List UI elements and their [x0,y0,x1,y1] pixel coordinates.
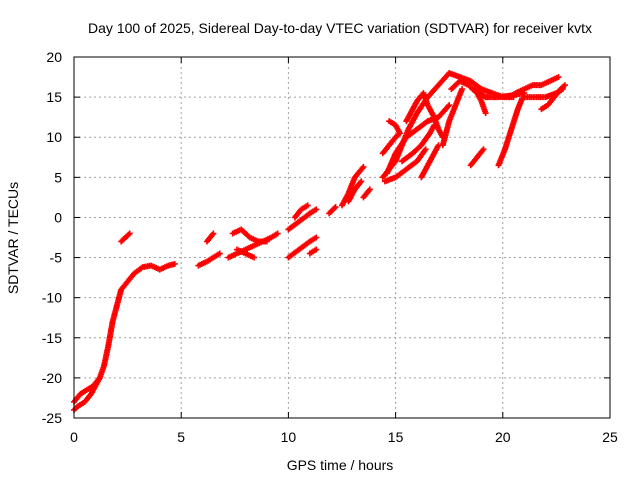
y-tick-label: -5 [50,250,63,266]
data-point [366,186,373,193]
y-tick-label: -20 [42,370,62,386]
x-tick-label: 20 [495,429,511,445]
data-point [171,260,178,267]
data-series [195,250,223,269]
chart-title: Day 100 of 2025, Sidereal Day-to-day VTE… [88,20,592,36]
x-tick-label: 25 [602,429,618,445]
x-tick-label: 10 [281,429,297,445]
data-series [384,102,453,177]
data-point [360,163,367,170]
data-series [439,86,466,149]
data-point [561,82,568,89]
data-series [467,146,487,169]
data-series [381,146,429,185]
y-tick-label: 10 [46,129,62,145]
data-series [306,246,320,257]
axis-ticks: 0 5 10 15 20 25 -25 -20 -15 -10 -5 0 5 10 15 20 [42,49,618,445]
data-series [379,118,403,157]
data-point [482,110,489,117]
data-series [538,82,568,113]
data-point [480,146,487,153]
x-tick-label: 15 [388,429,404,445]
data-series [233,246,258,261]
y-tick-label: -10 [42,290,62,306]
x-axis-label: GPS time / hours [287,457,394,473]
data-point [304,202,311,209]
data-series [399,122,438,165]
data-point [446,102,453,109]
y-tick-label: -25 [42,410,62,426]
data-series [506,74,562,101]
data-series [360,186,373,201]
data-series [71,260,178,413]
data-series [345,178,365,205]
y-tick-label: 20 [46,49,62,65]
data-point [358,178,365,185]
plot-frame [73,56,611,419]
data-series [403,90,446,141]
data-series [285,206,320,233]
data-series [203,230,217,245]
data-series [285,234,320,261]
data-point [274,230,281,237]
y-axis-label: SDTVAR / TECUs [5,182,21,294]
data-point [313,206,320,213]
data-point [332,204,339,211]
grid [74,57,610,418]
data-point [459,86,466,93]
data-series [418,142,442,181]
data-series [71,374,103,405]
data-point [386,118,393,125]
data-series [229,226,270,245]
data-series [326,204,339,217]
data-point [251,254,258,261]
data-point [126,230,133,237]
x-tick-label: 0 [70,429,78,445]
data-series [339,163,367,209]
data-point [216,250,223,257]
data-point [431,122,438,129]
data-point [422,146,429,153]
y-tick-label: 15 [46,89,62,105]
data-point [313,246,320,253]
data-point [263,238,270,245]
data-series [118,230,133,245]
data-point [313,234,320,241]
data-point [96,374,103,381]
y-tick-label: -15 [42,330,62,346]
x-tick-label: 5 [177,429,185,445]
data-series [495,95,526,169]
data-series [291,202,311,221]
y-tick-label: 0 [54,209,62,225]
data-points [71,70,568,413]
data-point [210,230,217,237]
data-point [555,74,562,81]
y-tick-label: 5 [54,169,62,185]
